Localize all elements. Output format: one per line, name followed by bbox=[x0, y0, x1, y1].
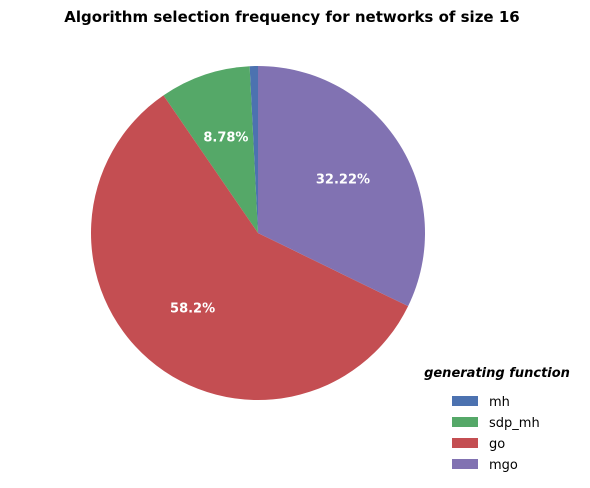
legend-title: generating function bbox=[424, 366, 570, 381]
pie-slice-go bbox=[91, 95, 409, 400]
pie-slice-mh bbox=[249, 66, 258, 233]
pie-percent-labels: 8.78% 58.2% 32.22% bbox=[170, 131, 370, 317]
legend-swatch-mh bbox=[452, 396, 478, 406]
legend-label-go: go bbox=[489, 437, 505, 452]
legend-label-mh: mh bbox=[489, 395, 510, 410]
legend-label-mgo: mgo bbox=[489, 458, 518, 473]
chart-title: Algorithm selection frequency for networ… bbox=[64, 8, 519, 26]
pie-slice-sdp-mh bbox=[163, 66, 258, 233]
pie-slices bbox=[91, 66, 425, 400]
legend-swatch-go bbox=[452, 438, 478, 448]
pie-label-sdp-mh: 8.78% bbox=[203, 131, 248, 146]
pie-slice-mgo bbox=[258, 66, 425, 307]
legend-label-sdp-mh: sdp_mh bbox=[489, 416, 540, 431]
pie-label-go: 58.2% bbox=[170, 301, 215, 316]
legend-swatch-sdp-mh bbox=[452, 417, 478, 427]
pie-label-mgo: 32.22% bbox=[316, 172, 370, 187]
legend-swatch-mgo bbox=[452, 459, 478, 469]
